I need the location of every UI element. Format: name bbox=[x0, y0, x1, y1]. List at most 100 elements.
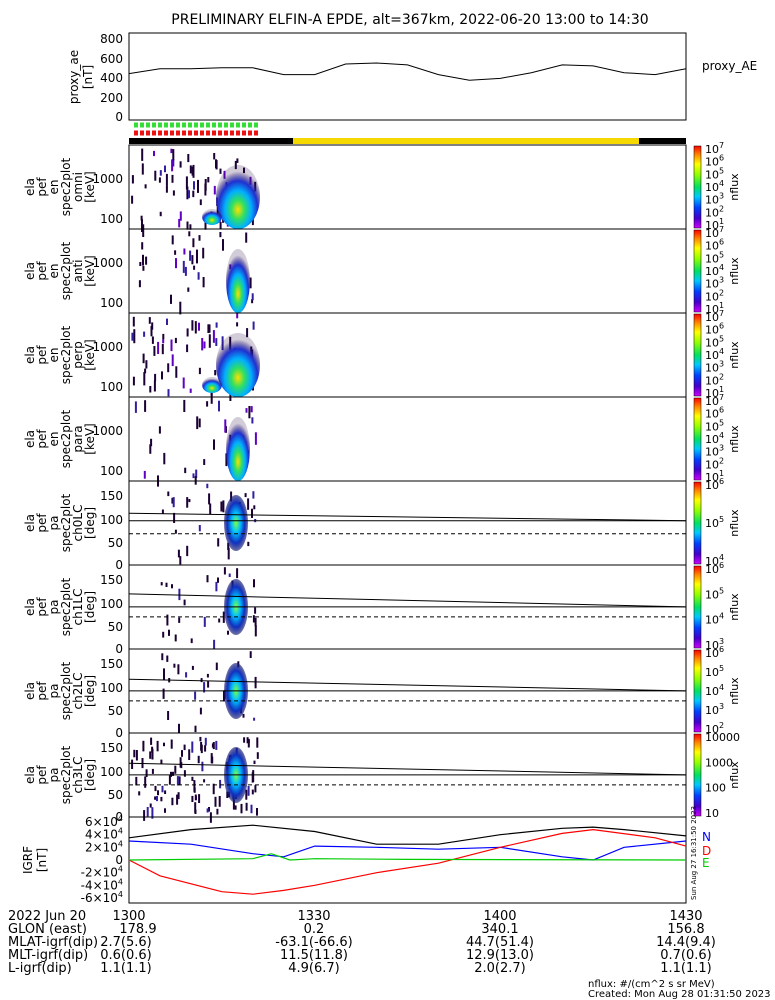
status-bars bbox=[129, 122, 686, 144]
spectrogram-pixel bbox=[236, 322, 239, 327]
spectrogram-pixel bbox=[138, 280, 141, 288]
pa-pixel bbox=[204, 737, 207, 746]
pa-ylabel: [deg] bbox=[83, 591, 97, 623]
footer-value: 0.6(0.6) bbox=[100, 948, 152, 963]
spectrogram-pixel bbox=[185, 176, 188, 190]
proxy-ae-ylabel-2: [nT] bbox=[81, 65, 95, 89]
pa-pixel bbox=[154, 785, 157, 792]
pa-pixel bbox=[188, 499, 191, 503]
pa-ytick: 0 bbox=[115, 558, 123, 572]
pa-pixel bbox=[244, 493, 247, 498]
spectrogram-pixel bbox=[193, 265, 196, 270]
pa-pixel bbox=[166, 655, 169, 662]
pa-pixel bbox=[161, 653, 164, 661]
spectrogram-pixel bbox=[188, 231, 191, 237]
pa-pixel bbox=[227, 547, 230, 560]
pa-pixel bbox=[165, 582, 168, 587]
spectrogram-pixel bbox=[179, 301, 182, 315]
spectrogram-pixel bbox=[133, 329, 136, 344]
spectrogram-pixel bbox=[162, 339, 165, 344]
spectrogram-pixel bbox=[131, 332, 134, 341]
footer-time-label: 1300 bbox=[112, 909, 145, 924]
igrf-ytick: 0 bbox=[115, 853, 123, 867]
spectrogram-pixel bbox=[189, 388, 192, 393]
colorbar-tick: 104 bbox=[705, 612, 724, 627]
spectrogram-pixel bbox=[153, 346, 156, 356]
spectrogram-ylabel: pef bbox=[35, 429, 49, 449]
pa-pixel bbox=[254, 785, 257, 793]
footer-value: -63.1(-66.6) bbox=[275, 935, 352, 950]
spectrogram-pixel bbox=[171, 235, 174, 245]
pa-pixel bbox=[162, 631, 165, 638]
spectrogram-pixel bbox=[192, 164, 195, 178]
spectrogram-ylabel: para bbox=[71, 425, 85, 452]
colorbar-gradient bbox=[693, 565, 702, 649]
colorbar-gradient bbox=[693, 481, 702, 565]
spectrogram-pixel bbox=[215, 160, 218, 170]
pa-pixel bbox=[167, 711, 170, 720]
footer-value: 12.9(13.0) bbox=[466, 948, 534, 963]
footer-row-label: L-igrf(dip) bbox=[8, 961, 72, 976]
pa-ylabel: pa bbox=[47, 684, 61, 699]
spectrogram-ylabel: ela bbox=[23, 178, 37, 196]
pa-pixel bbox=[207, 681, 210, 688]
pa-ylabel: ch0LC bbox=[71, 505, 85, 542]
pa-pixel bbox=[161, 785, 164, 793]
proxy-ae-panel: proxy_ae [nT] 800 600 400 200 0 proxy_AE bbox=[67, 32, 757, 124]
pa-pixel bbox=[178, 588, 181, 601]
spectrogram-image bbox=[131, 148, 260, 237]
pa-ytick: 150 bbox=[100, 741, 123, 755]
igrf-legend-D: D bbox=[702, 844, 711, 858]
pa-pixel bbox=[164, 808, 166, 813]
spectrogram-pixel bbox=[153, 380, 156, 392]
spectrogram-pixel bbox=[174, 337, 177, 344]
spectrogram-panel-anti: ela pef en spec2plot anti [keV] 1000 100 bbox=[23, 228, 687, 319]
pa-pixel bbox=[227, 630, 229, 635]
pa-image bbox=[128, 567, 687, 650]
spectrogram-ytick: 100 bbox=[100, 464, 123, 478]
pa-pixel bbox=[217, 538, 220, 547]
pa-pixel bbox=[183, 744, 186, 751]
spectrogram-pixel bbox=[201, 338, 204, 351]
colorbar-label: nflux bbox=[728, 761, 741, 789]
pa-pixel bbox=[174, 529, 177, 534]
spectrogram-pixel bbox=[246, 328, 249, 338]
spectrogram-pixel bbox=[234, 160, 237, 170]
spectrogram-pixel bbox=[197, 179, 199, 193]
pa-ylabel: pef bbox=[35, 597, 49, 617]
footer-value: 178.9 bbox=[119, 922, 156, 937]
pa-ytick: 150 bbox=[100, 657, 123, 671]
spectrogram-pixel bbox=[183, 399, 186, 412]
pa-pixel bbox=[251, 789, 254, 795]
spectrogram-pixel bbox=[172, 190, 175, 196]
pa-pixel bbox=[212, 742, 215, 750]
spectrogram-ylabel: en bbox=[47, 348, 61, 363]
spectrogram-pixel bbox=[213, 153, 216, 160]
pa-ytick: 50 bbox=[108, 620, 123, 634]
spectrogram-pixel bbox=[145, 360, 148, 369]
pa-pixel bbox=[171, 497, 174, 504]
spectrogram-pixel bbox=[170, 294, 172, 304]
spectrogram-ylabel: spec2plot bbox=[59, 241, 73, 300]
pa-pixel bbox=[173, 663, 176, 668]
igrf-series-N bbox=[128, 840, 687, 861]
spectrogram-ytick: 100 bbox=[100, 296, 123, 310]
pa-panel-ch1LC: ela pef pa spec2plot ch1LC [deg] 150 100… bbox=[23, 564, 687, 656]
spectrogram-pixel bbox=[197, 272, 200, 280]
pa-pixel bbox=[234, 805, 237, 810]
igrf-panel: IGRF [nT] 6×1044×1042×1040-2×104-4×104-6… bbox=[21, 806, 711, 905]
spectrogram-pixel bbox=[132, 316, 135, 327]
pa-pixel bbox=[194, 691, 197, 700]
pa-ytick: 100 bbox=[100, 597, 123, 611]
pa-pixel bbox=[190, 638, 193, 644]
igrf-ytick: -2×104 bbox=[81, 865, 123, 880]
pa-pixel bbox=[232, 799, 235, 810]
spectrogram-ylabel: spec2plot bbox=[59, 325, 73, 384]
pa-pixel bbox=[163, 742, 165, 747]
spectrogram-pixel bbox=[184, 467, 187, 474]
pa-pixel bbox=[172, 497, 175, 508]
colorbar-gradient bbox=[693, 397, 702, 481]
pa-pixel bbox=[161, 509, 164, 514]
